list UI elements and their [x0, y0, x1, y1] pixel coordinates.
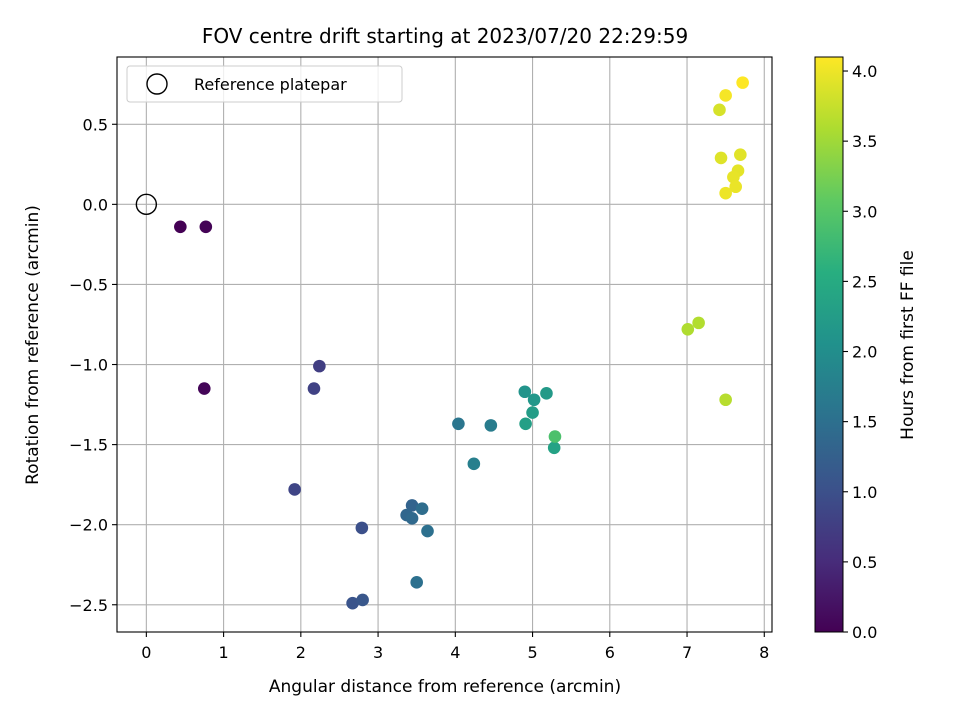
reference-marker — [135, 193, 158, 216]
colorbar-tick-label: 2.5 — [852, 272, 877, 291]
colorbar: 0.0 0.5 1.0 1.5 2.0 2.5 3.0 3.5 4.0 Hours from f… — [814, 56, 918, 642]
data-point — [410, 576, 423, 589]
legend-label-reference: Reference platepar — [194, 75, 347, 94]
y-tick-label: −1.5 — [69, 436, 108, 455]
y-tick-label: 0.0 — [83, 195, 108, 214]
y-tick-label: −0.5 — [69, 275, 108, 294]
scatter-points — [174, 76, 749, 610]
data-point — [467, 457, 481, 471]
colorbar-gradient — [814, 56, 844, 633]
data-point — [729, 180, 742, 194]
data-point — [719, 186, 732, 200]
data-point — [484, 419, 498, 432]
data-point — [313, 359, 326, 373]
colorbar-tick-label: 2.0 — [852, 343, 877, 362]
data-point — [727, 170, 740, 184]
data-point — [526, 406, 539, 419]
x-tick-label: 1 — [218, 643, 228, 662]
x-tick-label: 7 — [682, 643, 692, 662]
legend-marker-reference — [146, 73, 168, 95]
colorbar-tick-label: 3.0 — [852, 202, 877, 221]
legend: Reference platepar — [126, 65, 403, 103]
data-point — [307, 382, 321, 395]
data-point — [356, 593, 369, 607]
data-point — [174, 220, 187, 234]
data-point — [681, 322, 695, 336]
data-point — [519, 417, 532, 431]
chart-title: FOV centre drift starting at 2023/07/20 … — [202, 24, 688, 48]
y-axis: 0.5 0.0 −0.5 −1.0 −1.5 −2.0 −2.5 — [69, 115, 117, 615]
data-point — [415, 502, 429, 515]
data-point — [736, 76, 749, 89]
x-tick-label: 5 — [527, 643, 537, 662]
data-point — [452, 417, 465, 431]
data-point — [199, 220, 213, 234]
y-tick-label: −2.5 — [69, 596, 108, 615]
data-point — [346, 596, 359, 610]
y-axis-label: Rotation from reference (arcmin) — [23, 205, 43, 485]
colorbar-ticks: 0.0 0.5 1.0 1.5 2.0 2.5 3.0 3.5 4.0 — [843, 62, 877, 642]
data-point — [719, 89, 732, 102]
y-tick-label: 0.5 — [83, 115, 108, 134]
data-point — [547, 441, 561, 455]
legend-box — [126, 65, 403, 103]
y-tick-label: −1.0 — [69, 356, 108, 375]
reference-platepar-point — [135, 193, 158, 216]
x-axis: 0 1 2 3 4 5 6 7 8 — [141, 632, 769, 662]
data-point — [548, 430, 562, 443]
x-tick-label: 0 — [141, 643, 151, 662]
data-point — [518, 385, 532, 399]
colorbar-tick-label: 0.0 — [852, 623, 877, 642]
x-tick-label: 8 — [759, 643, 769, 662]
data-point — [719, 393, 732, 407]
colorbar-tick-label: 1.0 — [852, 483, 877, 502]
data-point — [355, 521, 369, 535]
colorbar-tick-label: 0.5 — [852, 553, 877, 572]
grid — [117, 57, 772, 632]
x-tick-label: 6 — [605, 643, 615, 662]
colorbar-tick-label: 1.5 — [852, 413, 877, 432]
data-point — [197, 382, 211, 395]
x-tick-label: 2 — [296, 643, 306, 662]
data-point — [527, 393, 541, 407]
data-point — [692, 316, 705, 330]
data-point — [405, 511, 419, 525]
x-tick-label: 3 — [373, 643, 383, 662]
data-point — [734, 148, 747, 162]
data-point — [405, 499, 419, 512]
data-point — [714, 151, 728, 165]
data-point — [288, 483, 301, 496]
data-point — [713, 103, 726, 117]
x-tick-label: 4 — [450, 643, 460, 662]
data-point — [540, 387, 553, 400]
data-point — [421, 524, 434, 538]
x-axis-label: Angular distance from reference (arcmin) — [269, 677, 621, 697]
plot-frame — [116, 56, 773, 633]
colorbar-tick-label: 4.0 — [852, 62, 877, 81]
colorbar-label: Hours from first FF file — [898, 250, 918, 440]
colorbar-tick-label: 3.5 — [852, 132, 877, 151]
y-tick-label: −2.0 — [69, 516, 108, 535]
